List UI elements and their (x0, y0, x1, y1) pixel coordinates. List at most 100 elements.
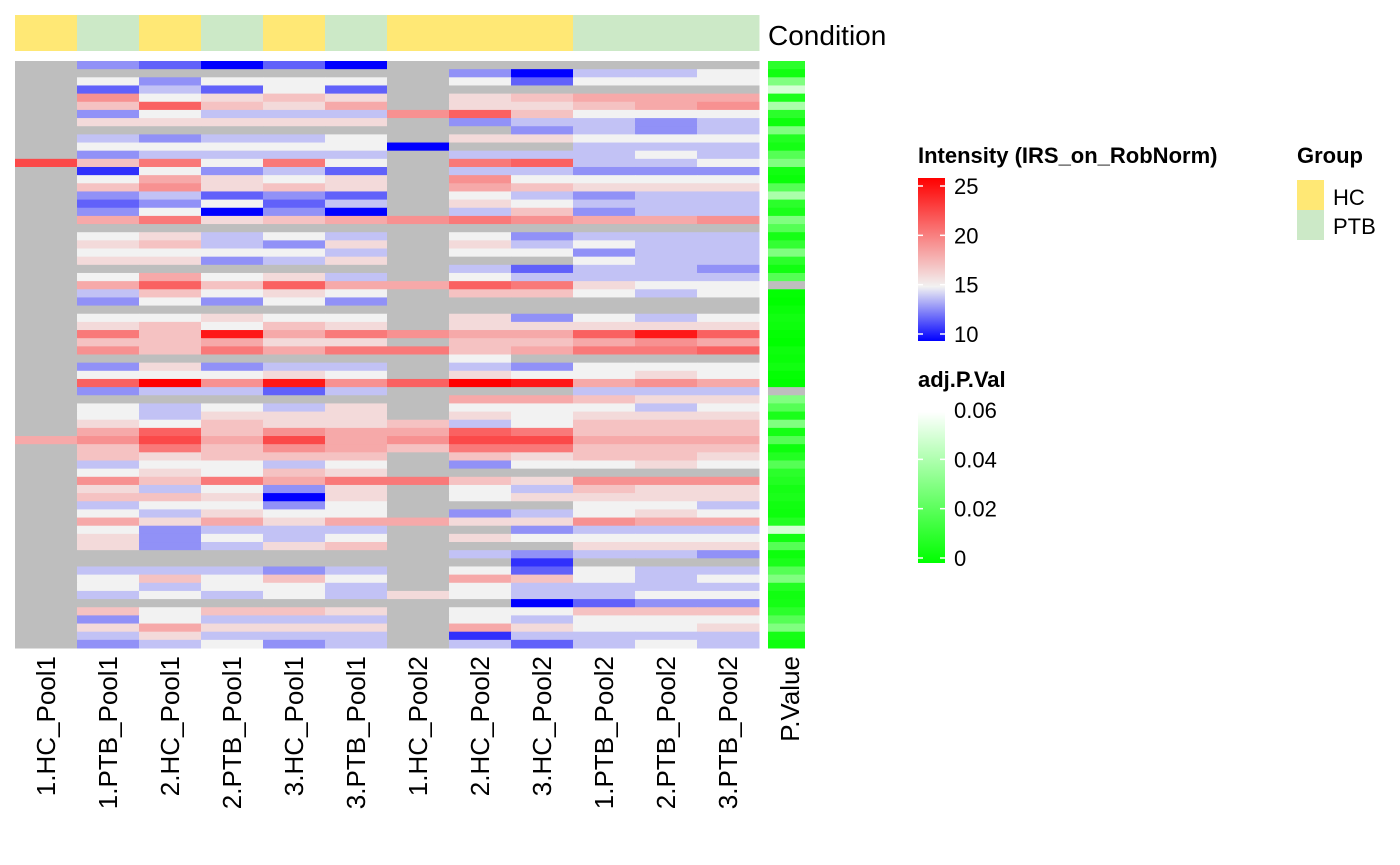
pvalue-cell (768, 599, 805, 608)
heatmap-cell (635, 550, 698, 559)
heatmap-cell (573, 542, 636, 551)
heatmap-cell (325, 419, 388, 429)
heatmap-cell (139, 183, 202, 192)
heatmap-cell (325, 639, 388, 649)
intensity-legend: Intensity (IRS_on_RobNorm) 25 20 15 10 (918, 143, 1217, 347)
heatmap-cell (387, 61, 450, 70)
heatmap-cell (263, 61, 326, 70)
heatmap-cell (511, 468, 574, 478)
heatmap-cell (697, 550, 760, 559)
heatmap-cell (15, 126, 78, 135)
heatmap-cell (77, 248, 140, 258)
heatmap-cell (511, 599, 574, 608)
pvalue-cell (768, 419, 805, 429)
heatmap-cell (263, 183, 326, 192)
heatmap-cell (573, 224, 636, 233)
pvalue-cell (768, 61, 805, 70)
heatmap-cell (263, 639, 326, 649)
heatmap-cell (201, 623, 264, 633)
heatmap-cell (263, 297, 326, 307)
pvalue-cell (768, 207, 805, 217)
heatmap-cell (449, 142, 512, 152)
heatmap-cell (325, 395, 388, 404)
pvalue-cell (768, 501, 805, 510)
heatmap-cell (697, 61, 760, 70)
heatmap-cell (697, 77, 760, 86)
heatmap-cell (201, 191, 264, 201)
heatmap-cell (511, 281, 574, 290)
heatmap-cell (263, 476, 326, 486)
heatmap-cell (325, 150, 388, 160)
heatmap-cell (139, 493, 202, 502)
heatmap-cell (263, 166, 326, 176)
heatmap-cell (77, 93, 140, 103)
condition-cell (15, 15, 78, 51)
heatmap-cell (139, 566, 202, 576)
heatmap-cell (263, 566, 326, 576)
heatmap-cell (15, 313, 78, 323)
pvalue-cell (768, 370, 805, 380)
heatmap-cell (325, 493, 388, 502)
heatmap-cell (325, 452, 388, 461)
heatmap-cell (263, 289, 326, 298)
heatmap-cell (139, 395, 202, 404)
heatmap-cell (201, 272, 264, 282)
heatmap-cell (201, 484, 264, 494)
heatmap-cell (325, 533, 388, 543)
heatmap-cell (139, 77, 202, 86)
heatmap-cell (15, 101, 78, 111)
heatmap-cell (139, 297, 202, 307)
heatmap-cell (387, 313, 450, 323)
heatmap-cell (201, 142, 264, 152)
heatmap-cell (325, 248, 388, 258)
heatmap-cell (201, 476, 264, 486)
pvalue-cell (768, 313, 805, 323)
heatmap-cell (697, 240, 760, 250)
pvalue-cell (768, 542, 805, 551)
heatmap-cell (77, 452, 140, 461)
heatmap-cell (635, 542, 698, 551)
heatmap-cell (697, 101, 760, 111)
condition-cell (387, 15, 450, 51)
heatmap-cell (573, 264, 636, 274)
heatmap-cell (449, 436, 512, 445)
heatmap-cell (511, 566, 574, 576)
pvalue-cell (768, 232, 805, 241)
condition-cell (325, 15, 388, 51)
heatmap-cell (387, 631, 450, 641)
pvalue-cell (768, 468, 805, 478)
heatmap-cell (139, 387, 202, 396)
heatmap-cell (511, 550, 574, 559)
heatmap-cell (263, 175, 326, 184)
heatmap-cell (573, 118, 636, 127)
heatmap-cell (77, 240, 140, 250)
heatmap-cell (387, 215, 450, 225)
heatmap-cell (201, 232, 264, 241)
heatmap-cell (201, 240, 264, 250)
condition-annotation-label: Condition (768, 20, 886, 51)
heatmap-cell (201, 468, 264, 478)
heatmap-cell (697, 175, 760, 184)
heatmap-cell (139, 338, 202, 347)
heatmap-cell (449, 615, 512, 625)
group-legend-swatch-ptb (1297, 210, 1324, 240)
heatmap-cell (635, 158, 698, 168)
heatmap-cell (449, 191, 512, 201)
heatmap-cell (387, 305, 450, 315)
heatmap-cell (449, 468, 512, 478)
heatmap-cell (387, 289, 450, 298)
pvalue-cell (768, 362, 805, 372)
heatmap-cell (201, 493, 264, 502)
heatmap-cell (325, 118, 388, 127)
heatmap-cell (387, 436, 450, 445)
heatmap-cell (449, 166, 512, 176)
heatmap-cell (511, 623, 574, 633)
heatmap-cell (511, 183, 574, 192)
heatmap-cell (15, 403, 78, 413)
heatmap-cell (139, 150, 202, 160)
heatmap-cell (263, 533, 326, 543)
heatmap-cell (573, 142, 636, 152)
heatmap-cell (573, 346, 636, 355)
heatmap-cell (511, 395, 574, 404)
